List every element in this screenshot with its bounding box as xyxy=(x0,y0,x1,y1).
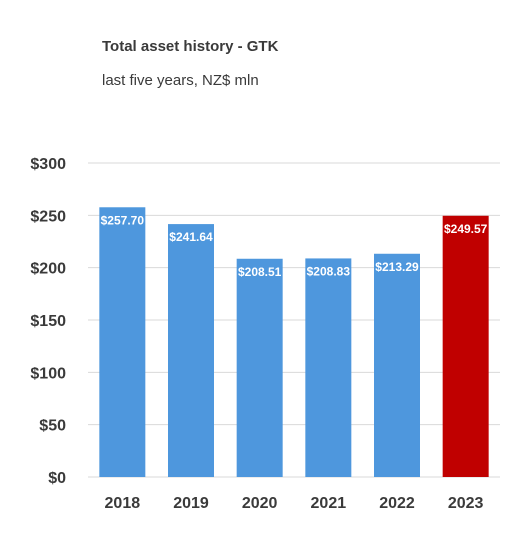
x-axis-tick-labels: 2018 2019 2020 2021 2022 2023 xyxy=(105,495,484,512)
bar xyxy=(374,253,420,477)
x-tick-label: 2018 xyxy=(105,495,141,512)
x-tick-label: 2020 xyxy=(242,495,278,512)
y-tick-label: $250 xyxy=(30,208,66,225)
data-labels: $257.70 $241.64 $208.51 $208.83 $213.29 $249.… xyxy=(101,213,488,278)
data-label: $249.57 xyxy=(444,222,488,236)
bar xyxy=(99,207,146,478)
y-axis-tick-labels: $0 $50 $100 $150 $200 $250 $300 xyxy=(30,156,66,487)
data-label: $208.51 xyxy=(238,265,282,279)
x-tick-label: 2021 xyxy=(311,495,347,512)
y-tick-label: $300 xyxy=(30,156,66,173)
data-label: $257.70 xyxy=(101,213,145,227)
x-tick-label: 2022 xyxy=(379,495,415,512)
x-tick-label: 2023 xyxy=(448,495,484,512)
bar xyxy=(305,258,352,477)
y-tick-label: $100 xyxy=(30,365,66,382)
chart-subtitle: last five years, NZ$ mln xyxy=(102,72,259,89)
y-tick-label: $150 xyxy=(30,313,66,330)
bars xyxy=(99,207,489,478)
data-label: $208.83 xyxy=(307,264,351,278)
y-tick-label: $200 xyxy=(30,261,66,278)
data-label: $241.64 xyxy=(169,230,213,244)
y-tick-label: $50 xyxy=(39,418,66,435)
y-tick-label: $0 xyxy=(48,470,66,487)
bar xyxy=(442,215,489,478)
bar xyxy=(236,258,283,477)
x-tick-label: 2019 xyxy=(173,495,209,512)
chart-title: Total asset history - GTK xyxy=(102,38,279,55)
gridlines xyxy=(88,162,500,478)
bar xyxy=(168,224,214,477)
data-label: $213.29 xyxy=(375,260,419,274)
